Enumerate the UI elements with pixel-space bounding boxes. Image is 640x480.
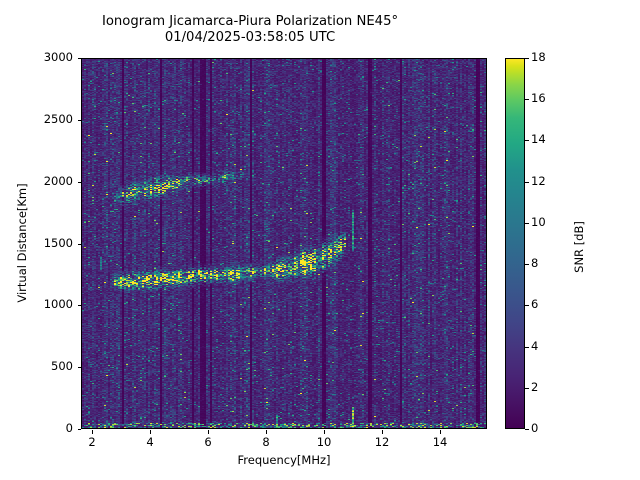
x-tick-label: 12 xyxy=(374,435,390,449)
y-tick-label: 1500 xyxy=(43,235,73,250)
colorbar-tick-label: 14 xyxy=(531,132,546,147)
x-tick-label: 14 xyxy=(432,435,448,449)
colorbar-tick xyxy=(525,387,529,389)
colorbar-tick-label: 18 xyxy=(531,50,546,64)
y-tick xyxy=(77,305,81,307)
y-tick-label: 3000 xyxy=(43,50,73,64)
y-tick xyxy=(77,243,81,245)
colorbar-tick xyxy=(525,222,529,224)
ionogram-plot-area xyxy=(81,58,487,429)
colorbar-tick-label: 6 xyxy=(531,297,539,312)
x-tick xyxy=(208,430,210,434)
x-tick xyxy=(266,430,268,434)
colorbar-tick xyxy=(525,305,529,307)
x-tick-label: 10 xyxy=(316,435,332,449)
colorbar-tick xyxy=(525,58,529,59)
y-tick-label: 2000 xyxy=(43,173,73,188)
y-tick xyxy=(77,58,81,59)
x-tick xyxy=(324,430,326,434)
x-tick xyxy=(92,430,94,434)
ionogram-heatmap-canvas xyxy=(82,59,486,428)
y-tick xyxy=(77,367,81,369)
colorbar-tick-label: 4 xyxy=(531,338,539,353)
x-tick-label: 2 xyxy=(88,435,96,449)
y-tick xyxy=(77,181,81,183)
colorbar xyxy=(505,58,525,429)
colorbar-tick xyxy=(525,140,529,142)
x-tick-label: 8 xyxy=(262,435,270,449)
x-tick-label: 4 xyxy=(146,435,154,449)
x-axis-label: Frequency[MHz] xyxy=(237,453,331,467)
colorbar-tick-label: 16 xyxy=(531,91,546,106)
colorbar-tick xyxy=(525,181,529,183)
colorbar-tick-label: 12 xyxy=(531,173,546,188)
x-tick xyxy=(150,430,152,434)
x-tick-label: 6 xyxy=(204,435,212,449)
y-axis-label: Virtual Distance[Km] xyxy=(15,183,29,303)
colorbar-tick xyxy=(525,429,529,430)
y-tick-label: 2500 xyxy=(43,111,73,126)
colorbar-label: SNR [dB] xyxy=(572,221,586,273)
y-tick-label: 500 xyxy=(51,359,73,374)
y-tick-label: 1000 xyxy=(43,297,73,312)
y-tick xyxy=(77,119,81,121)
y-tick xyxy=(77,429,81,430)
colorbar-tick-label: 2 xyxy=(531,379,539,394)
colorbar-tick-label: 8 xyxy=(531,256,539,271)
y-tick-label: 0 xyxy=(65,421,73,435)
colorbar-tick xyxy=(525,264,529,266)
colorbar-tick xyxy=(525,346,529,348)
colorbar-tick-label: 0 xyxy=(531,421,539,435)
figure-title: Ionogram Jicamarca-Piura Polarization NE… xyxy=(101,14,399,45)
colorbar-tick xyxy=(525,99,529,101)
colorbar-tick-label: 10 xyxy=(531,214,546,229)
x-tick xyxy=(382,430,384,434)
x-tick xyxy=(440,430,442,434)
